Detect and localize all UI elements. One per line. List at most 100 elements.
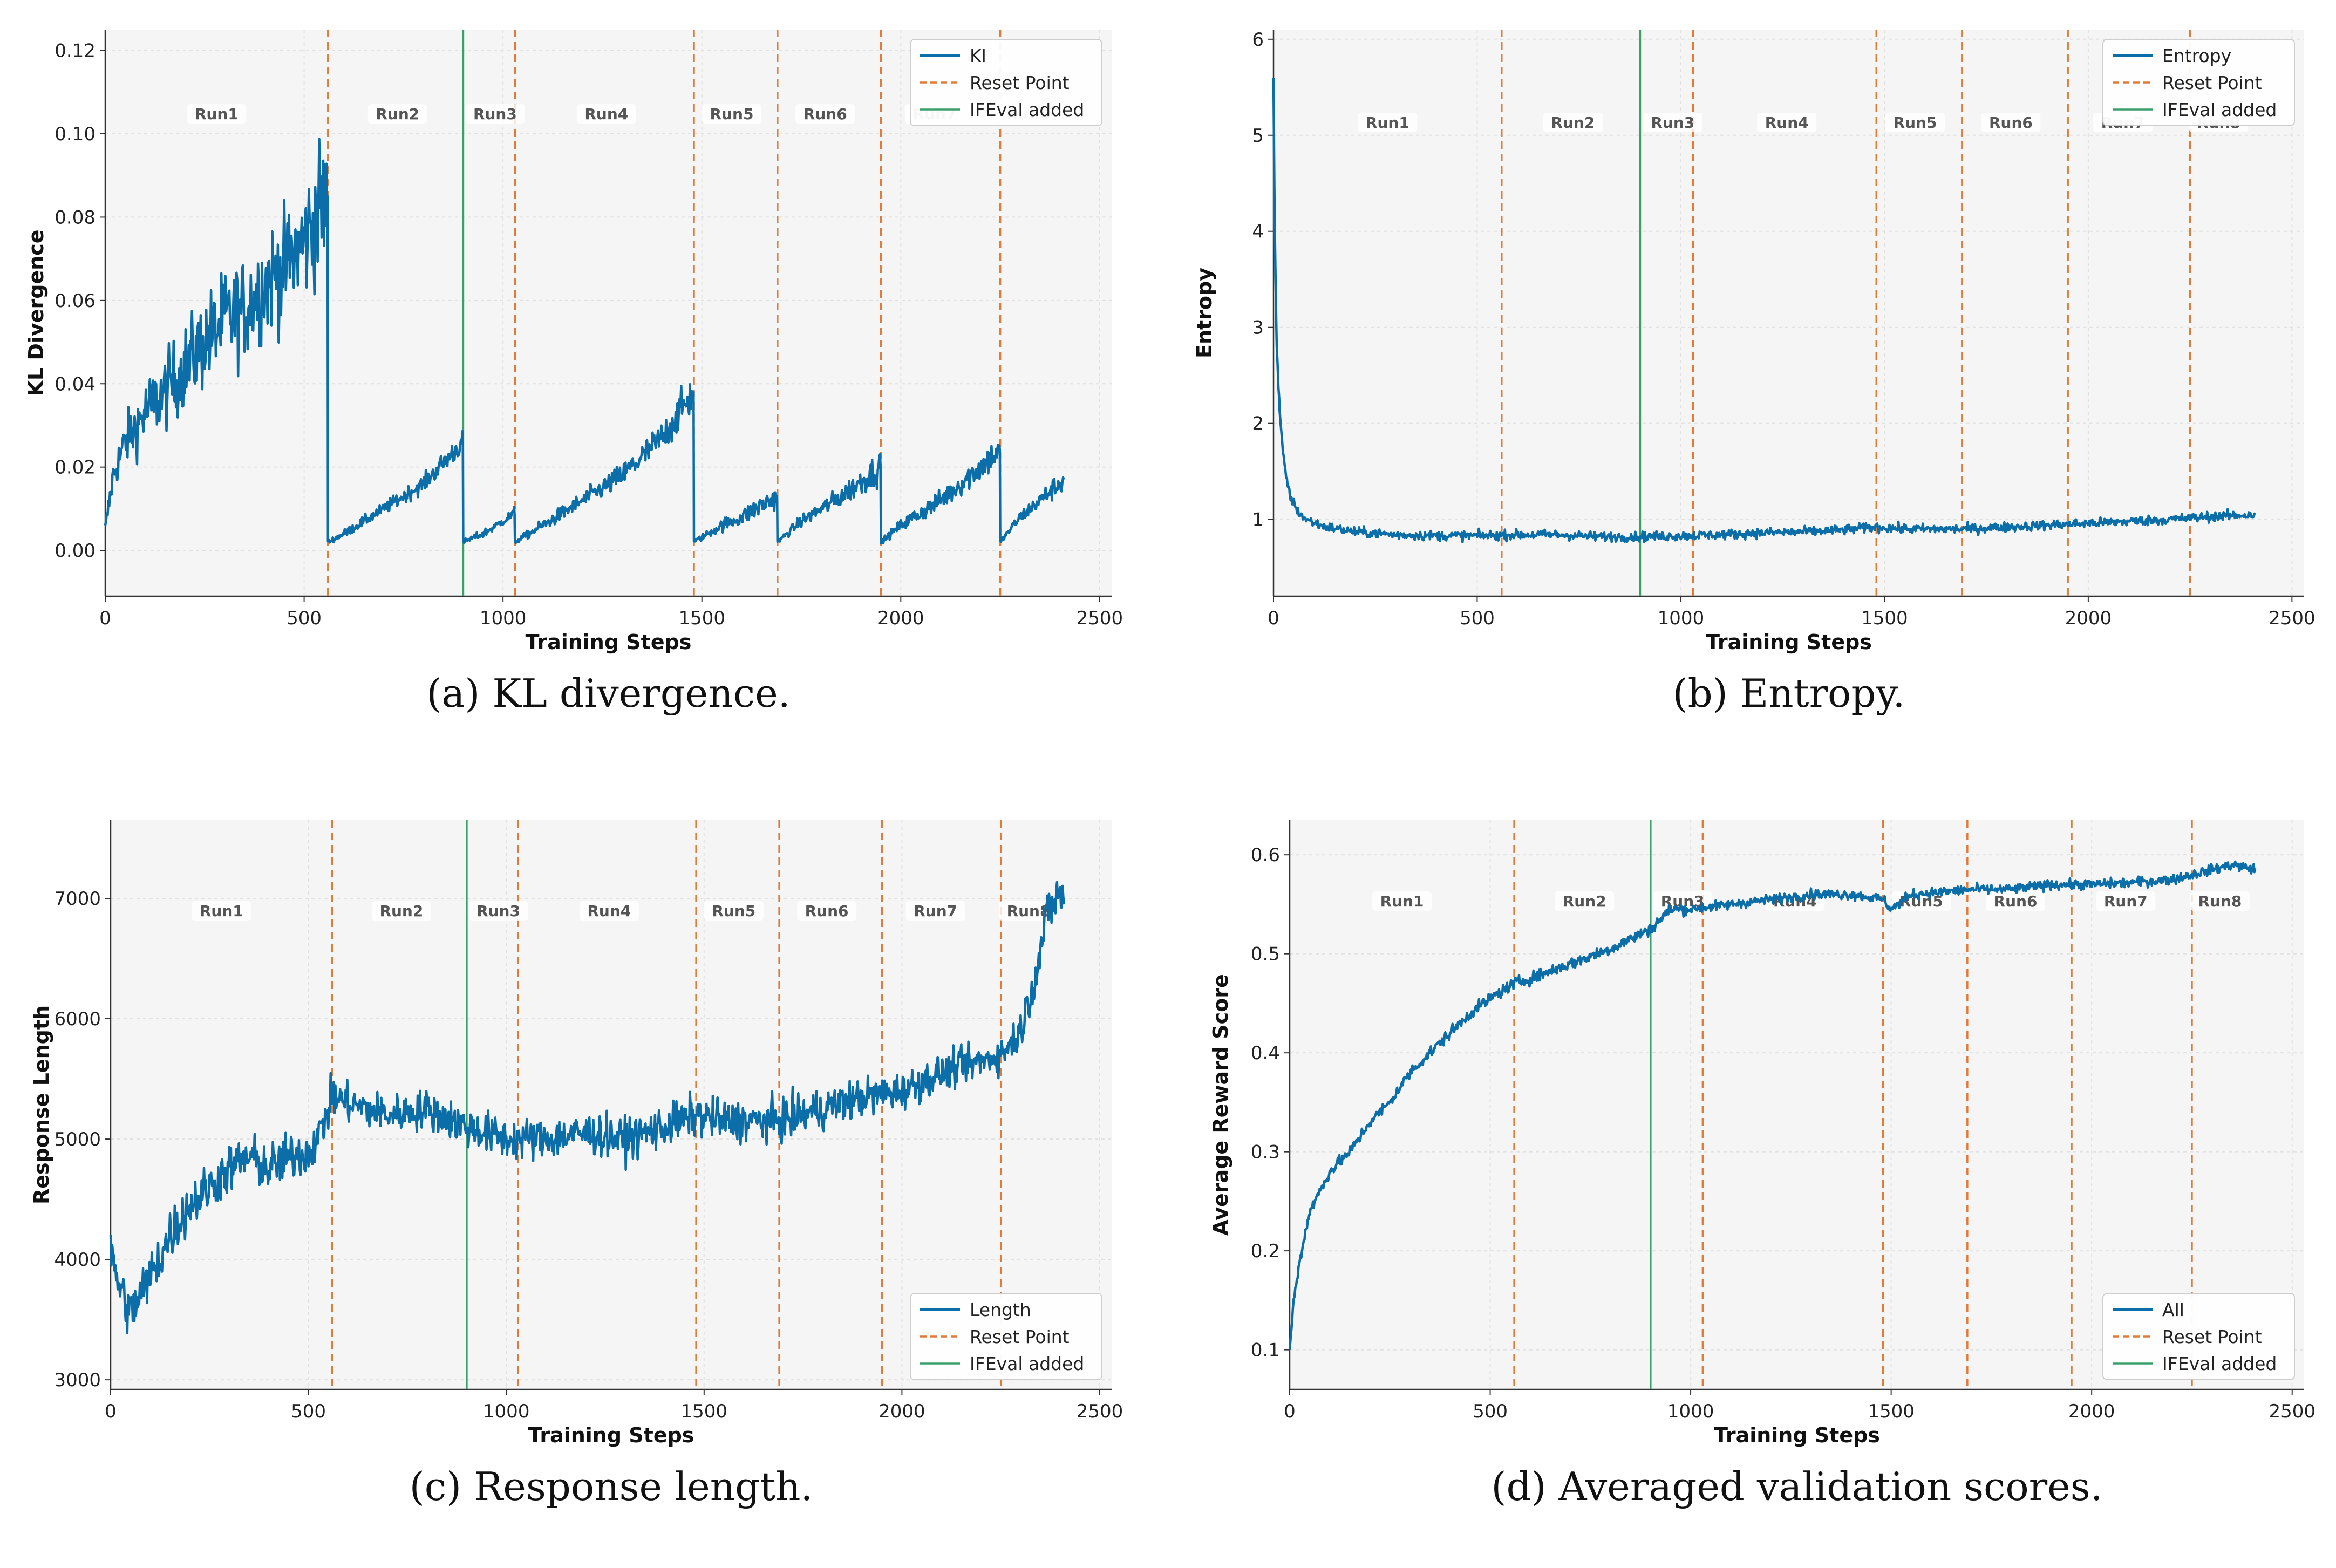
run-label-bg: [1985, 891, 2045, 911]
legend-box: [910, 1293, 1102, 1380]
legend-ifeval-added-label: IFEval added: [970, 1353, 1084, 1374]
chart-panel-b: 0 500 1000 1500 2000 2500 1 2 3 4 5 6 Training Steps…: [1193, 29, 2315, 716]
x-axis-label: Training Steps: [1706, 630, 1872, 654]
x-tick-label: 0: [1268, 608, 1279, 629]
run-label: Run2: [376, 105, 419, 123]
y-tick-label: 4000: [54, 1249, 101, 1271]
y-tick-label: 0.4: [1251, 1042, 1280, 1064]
legend-reset-point-label: Reset Point: [970, 1326, 1070, 1347]
x-tick-label: 500: [1473, 1401, 1508, 1422]
y-axis-label: Entropy: [1193, 268, 1216, 358]
run-label-bg: [1981, 112, 2041, 132]
caption: (a) KL divergence.: [426, 671, 790, 716]
legend-series-label: Kl: [970, 45, 986, 66]
x-tick-label: 1500: [1861, 608, 1908, 629]
x-tick-label: 2500: [2269, 1401, 2315, 1422]
run-label-bg: [702, 104, 762, 124]
y-tick-label: 0.5: [1251, 944, 1280, 965]
y-tick-label: 1: [1252, 509, 1264, 531]
run-label: Run3: [476, 902, 520, 920]
chart-panel-a: 0 500 1000 1500 2000 2500 0.00 0.02 0.04 0.06 0.08…: [24, 30, 1123, 716]
run-label-bg: [1358, 112, 1418, 132]
run-label: Run8: [1007, 902, 1051, 920]
series-line-entropy: [1272, 77, 2257, 543]
run-label: Run5: [712, 902, 755, 920]
legend-ifeval-added-label: IFEval added: [2162, 99, 2277, 120]
y-tick-label: 6: [1252, 29, 1264, 51]
y-axis-label: Response Length: [30, 1005, 53, 1204]
run-label: Run4: [584, 105, 628, 123]
x-tick-label: 2000: [2065, 608, 2112, 629]
run-label-bg: [576, 104, 636, 124]
run-label-bg: [187, 104, 247, 124]
y-tick-label: 0.12: [55, 40, 96, 62]
y-tick-label: 6000: [54, 1008, 101, 1030]
legend-series-label: Length: [970, 1299, 1031, 1320]
y-tick-label: 3: [1252, 317, 1264, 339]
run-label: Run8: [2198, 892, 2242, 910]
run-label: Run3: [1651, 114, 1694, 132]
run-label: Run6: [803, 105, 847, 123]
run-label: Run2: [1563, 892, 1606, 910]
x-tick-label: 2500: [2269, 608, 2315, 629]
y-tick-label: 0.10: [55, 124, 96, 145]
run-label-bg: [367, 104, 427, 124]
run-label-bg: [704, 901, 764, 921]
legend-box: [910, 39, 1102, 126]
y-tick-label: 5000: [54, 1129, 101, 1150]
x-tick-label: 2500: [1077, 608, 1123, 629]
run-label: Run2: [379, 902, 423, 920]
y-axis-label: Average Reward Score: [1209, 974, 1232, 1236]
run-label: Run3: [473, 105, 517, 123]
run-label-bg: [1372, 891, 1432, 911]
legend-box: [2102, 39, 2295, 126]
run-label: Run1: [1366, 114, 1409, 132]
run-label: Run1: [195, 105, 239, 123]
run-label: Run6: [1989, 114, 2033, 132]
x-tick-label: 1000: [1667, 1401, 1714, 1422]
legend: Entropy Reset Point IFEval added: [2102, 39, 2295, 126]
legend: Kl Reset Point IFEval added: [910, 39, 1102, 126]
legend-box: [2102, 1293, 2295, 1380]
legend-reset-point-label: Reset Point: [2162, 72, 2262, 93]
run-label: Run1: [200, 902, 243, 920]
y-tick-label: 3000: [54, 1369, 101, 1391]
x-tick-label: 0: [99, 608, 111, 629]
caption: (d) Averaged validation scores.: [1491, 1464, 2102, 1509]
y-tick-label: 0.6: [1251, 844, 1280, 866]
x-tick-label: 1000: [483, 1401, 530, 1422]
series-line-length: [109, 881, 1066, 1334]
chart-panel-c: 0 500 1000 1500 2000 2500 3000 4000 5000 6000 7000…: [30, 820, 1123, 1509]
x-tick-label: 1000: [480, 608, 527, 629]
run-label: Run5: [1894, 114, 1937, 132]
y-tick-label: 0.08: [55, 207, 96, 228]
run-label-bg: [1555, 891, 1615, 911]
run-label-bg: [1757, 112, 1817, 132]
run-label-bg: [1543, 112, 1603, 132]
y-tick-label: 0.06: [55, 290, 96, 312]
run-label-bg: [192, 901, 251, 921]
x-tick-label: 2000: [2068, 1401, 2115, 1422]
chart-panel-d: 0 500 1000 1500 2000 2500 0.1 0.2 0.3 0.4 0.5 0.6 Tr…: [1209, 820, 2315, 1509]
y-tick-label: 0.00: [55, 540, 96, 562]
run-label: Run6: [805, 902, 849, 920]
legend: All Reset Point IFEval added: [2102, 1293, 2295, 1380]
legend-ifeval-added-label: IFEval added: [970, 99, 1084, 120]
x-tick-label: 1500: [678, 608, 725, 629]
y-axis-label: KL Divergence: [24, 229, 48, 396]
run-label: Run4: [1765, 114, 1809, 132]
legend-ifeval-added-label: IFEval added: [2162, 1353, 2277, 1374]
y-tick-label: 2: [1252, 413, 1264, 435]
run-label-bg: [795, 104, 855, 124]
legend-series-label: All: [2162, 1299, 2184, 1320]
run-label-bg: [371, 901, 431, 921]
x-tick-label: 2500: [1077, 1401, 1123, 1422]
x-tick-label: 500: [1460, 608, 1495, 629]
run-label: Run7: [914, 902, 957, 920]
run-label-bg: [2096, 891, 2156, 911]
run-label: Run2: [1551, 114, 1595, 132]
x-axis-label: Training Steps: [528, 1423, 694, 1447]
series-line-kl: [104, 138, 1065, 545]
x-tick-label: 0: [1284, 1401, 1296, 1422]
